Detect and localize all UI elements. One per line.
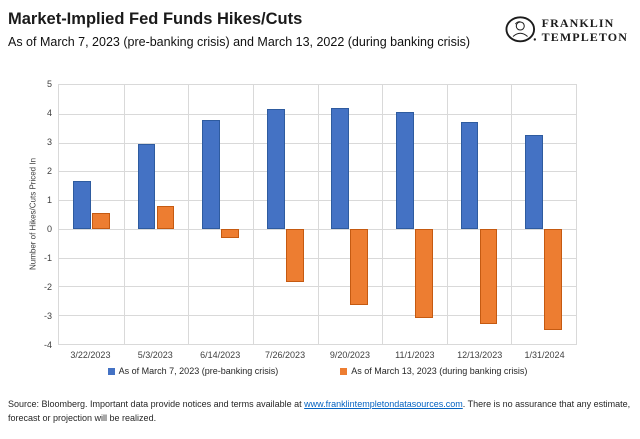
bar-during-crisis — [221, 228, 239, 238]
page-title: Market-Implied Fed Funds Hikes/Cuts — [8, 10, 303, 28]
source-text-after: . There is no assurance that any estimat… — [462, 399, 631, 409]
plot-area — [58, 84, 577, 345]
y-tick-label: -3 — [43, 310, 52, 321]
x-tick-label: 12/13/2023 — [457, 350, 503, 360]
source-link[interactable]: www.franklintempletondatasources.com — [304, 399, 463, 409]
legend-swatch-orange — [340, 367, 348, 375]
bar-during-crisis — [91, 213, 110, 229]
bar-during-crisis — [544, 228, 563, 330]
bar-pre-crisis — [331, 108, 350, 229]
bar-pre-crisis — [202, 119, 220, 229]
bar-during-crisis — [156, 205, 175, 229]
y-tick-label: 2 — [46, 165, 52, 176]
source-text-before: Source: Bloomberg. Important data provid… — [8, 399, 305, 409]
source-text-line2: forecast or projection will be realized. — [8, 413, 157, 423]
x-tick-label: 11/1/2023 — [395, 350, 435, 360]
x-tick-label: 9/20/2023 — [329, 350, 370, 360]
gridline-vertical — [252, 85, 254, 344]
legend: As of March 7, 2023 (pre-banking crisis)… — [58, 366, 577, 376]
bar-pre-crisis — [396, 112, 414, 229]
legend-label: As of March 13, 2023 (during banking cri… — [351, 366, 528, 376]
bar-during-crisis — [479, 228, 498, 324]
gridline-vertical — [123, 85, 125, 344]
bar-pre-crisis — [460, 122, 479, 229]
y-tick-label: 4 — [46, 107, 52, 118]
y-tick-label: 1 — [46, 194, 52, 205]
logo-line1: FRANKLIN — [541, 16, 615, 30]
legend-swatch-blue — [107, 367, 115, 375]
y-tick-label: 3 — [46, 136, 52, 147]
gridline-vertical — [188, 85, 190, 344]
x-axis-labels: 3/22/2023 5/3/2023 6/14/2023 7/26/2023 9/20/… — [58, 350, 577, 360]
bar-pre-crisis — [137, 143, 156, 229]
y-tick-label: -1 — [43, 252, 52, 263]
header: Market-Implied Fed Funds Hikes/Cuts As o… — [8, 10, 470, 49]
bar-pre-crisis — [266, 109, 285, 229]
y-tick-label: 5 — [46, 79, 52, 89]
chart-subtitle: As of March 7, 2023 (pre-banking crisis)… — [8, 35, 471, 49]
bar-during-crisis — [350, 228, 369, 306]
y-tick-label: -4 — [43, 340, 52, 350]
x-tick-label: 1/31/2024 — [524, 350, 565, 360]
bar-pre-crisis — [525, 135, 544, 229]
source-text-line1: Source: Bloomberg. Important data provid… — [8, 397, 634, 411]
legend-item-pre-crisis: As of March 7, 2023 (pre-banking crisis) — [107, 366, 279, 376]
gridline-vertical — [382, 85, 384, 344]
legend-label: As of March 7, 2023 (pre-banking crisis) — [118, 366, 279, 376]
logo-line2: TEMPLETON — [541, 30, 628, 44]
gridline-vertical — [446, 85, 448, 344]
logo-text: FRANKLIN TEMPLETON — [542, 16, 628, 44]
x-tick-label: 5/3/2023 — [137, 350, 173, 360]
y-axis-ticks: 5 4 3 2 1 0 -1 -2 -3 -4 — [20, 79, 52, 350]
bar-during-crisis — [415, 228, 433, 319]
x-tick-label: 7/26/2023 — [265, 350, 306, 360]
legend-item-during-crisis: As of March 13, 2023 (during banking cri… — [340, 366, 527, 376]
bar-pre-crisis — [72, 181, 91, 229]
bar-during-crisis — [285, 228, 304, 283]
gridline-vertical — [317, 85, 319, 344]
y-tick-label: -2 — [43, 282, 52, 292]
x-tick-label: 3/22/2023 — [70, 350, 111, 360]
x-tick-label: 6/14/2023 — [200, 350, 241, 360]
footer: Source: Bloomberg. Important data provid… — [8, 397, 634, 425]
gridline-vertical — [511, 85, 513, 344]
franklin-portrait-icon — [505, 15, 537, 45]
franklin-templeton-logo: FRANKLIN TEMPLETON — [505, 15, 628, 45]
y-tick-label: 0 — [46, 224, 52, 234]
